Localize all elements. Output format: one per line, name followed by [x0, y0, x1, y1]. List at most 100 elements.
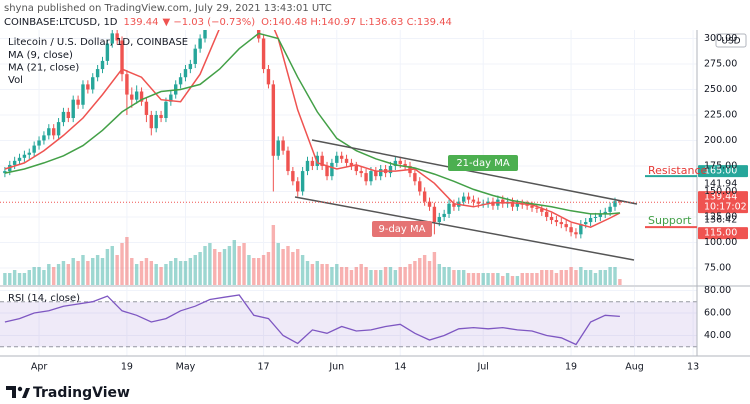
candle-body [398, 160, 402, 164]
logo-dot [17, 386, 23, 392]
volume-bar [515, 276, 520, 285]
candle-body [291, 171, 295, 182]
candle-body [471, 199, 476, 202]
volume-bar [91, 258, 95, 285]
channel [294, 139, 638, 261]
volume-bar [393, 270, 398, 285]
candle-body [120, 40, 124, 75]
volume-bar [559, 270, 564, 285]
footer-bar [0, 378, 750, 404]
x-tick-label: 14 [394, 362, 406, 373]
annotation-box [448, 155, 518, 171]
volume-bar [76, 261, 80, 285]
candle-body [501, 199, 505, 204]
candle-body [139, 91, 144, 102]
candle-body [32, 145, 36, 153]
volume-bar [579, 267, 583, 285]
candle-body [613, 201, 617, 207]
candle-body [134, 91, 139, 100]
channel-upper [311, 139, 638, 205]
candle-body [466, 196, 471, 200]
rsi-band [0, 301, 697, 347]
candle-body [422, 191, 427, 202]
volume-bar [198, 252, 202, 285]
candle-body [188, 63, 193, 70]
volume-bar [339, 267, 344, 285]
candle-body [130, 94, 134, 100]
x-tick-label: 19 [121, 362, 133, 373]
volume-bar [232, 240, 236, 285]
volume-bar [496, 273, 500, 285]
candle-body [603, 211, 607, 214]
candle-body [335, 155, 339, 163]
volume-bar [442, 267, 446, 285]
volume-bar [335, 264, 339, 285]
volume-bar [359, 264, 363, 285]
volume-bar [383, 267, 388, 285]
candle-body [588, 217, 593, 223]
volume-bar [217, 252, 222, 285]
volume-bar [115, 255, 119, 285]
y-tick-label: 225.00 [704, 109, 737, 120]
candle-body [91, 77, 95, 90]
price-badge [698, 165, 748, 178]
annotation-text: Support [648, 214, 692, 227]
volume-bar [120, 243, 124, 285]
volume-bar [305, 261, 310, 285]
volume-bar [491, 273, 495, 285]
candle-body [476, 201, 481, 204]
volume-bar [296, 249, 300, 285]
rsi-pane [0, 294, 697, 348]
volume-bar [247, 255, 251, 285]
volume-bar [208, 243, 212, 285]
volume-bar [56, 264, 61, 285]
price-badge-label: 139.44 [704, 192, 737, 203]
candle-body [349, 162, 354, 166]
candle-body [354, 165, 359, 172]
volume-bar [379, 270, 383, 285]
candle-body [515, 203, 520, 207]
volume-bar [544, 270, 549, 285]
volume-bar [51, 267, 56, 285]
candle-body [544, 211, 549, 217]
brand: TradingView [33, 385, 130, 401]
volume-bar [315, 261, 319, 285]
candle-body [379, 169, 383, 177]
volume-bar [266, 252, 271, 285]
candle-body [261, 38, 266, 70]
y-tick-label: 275.00 [704, 58, 737, 69]
ma-line [4, 30, 621, 228]
volume-bar [310, 264, 315, 285]
x-tick-label: May [176, 362, 196, 373]
volume-bar [452, 270, 456, 285]
candle-body [554, 220, 559, 223]
volume-bar [369, 270, 373, 285]
x-tick-label: 17 [258, 362, 270, 373]
volume-bar [271, 225, 276, 285]
volume-bar [588, 270, 593, 285]
volume-bar [374, 270, 378, 285]
y-tick-label: 175.00 [704, 160, 737, 171]
candle-body [286, 150, 290, 172]
legend-entry: MA (21, close) [8, 63, 79, 74]
candle-body [452, 203, 456, 207]
volume-bar [486, 273, 490, 285]
price-badge-label: 141.94 [704, 179, 737, 190]
volume-bar [66, 264, 71, 285]
volume-bar [564, 270, 568, 285]
candle-body [17, 157, 22, 161]
volume-bar [574, 270, 578, 285]
volume-bar [427, 261, 432, 285]
volume-bar [457, 270, 461, 285]
candle-body [535, 207, 539, 209]
y-tick-label: 300.00 [704, 33, 737, 44]
candle-body [574, 232, 578, 235]
candle-body [149, 114, 154, 129]
volume-bar [130, 258, 134, 285]
candle-body [95, 69, 100, 78]
candle-body [305, 160, 310, 172]
volume-bar [320, 264, 324, 285]
candle-body [530, 205, 534, 208]
candle-body [300, 171, 305, 192]
